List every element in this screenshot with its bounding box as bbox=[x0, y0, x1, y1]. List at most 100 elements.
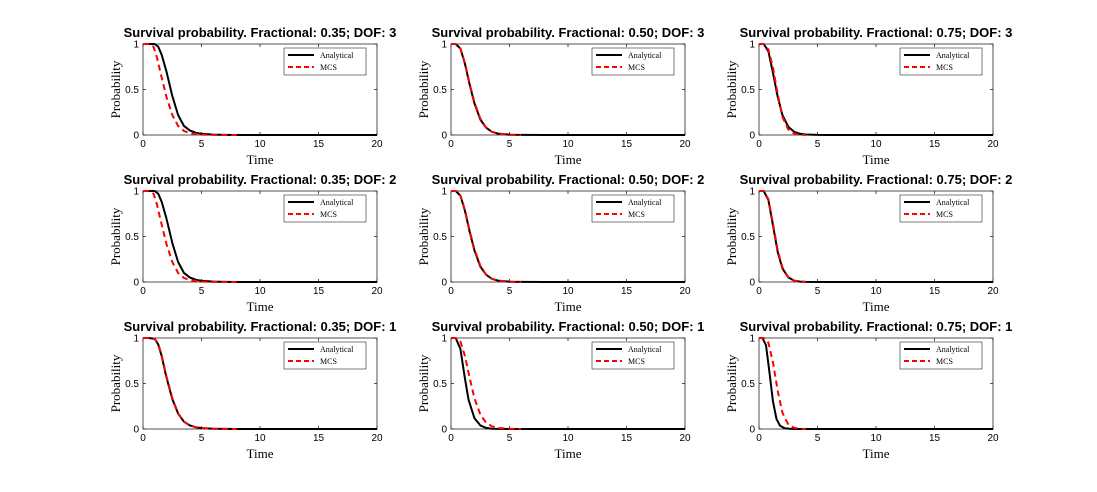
legend-label: MCS bbox=[628, 210, 645, 219]
x-tick-label: 5 bbox=[199, 286, 205, 297]
x-tick-label: 10 bbox=[870, 433, 882, 444]
y-tick-label: 1 bbox=[441, 40, 447, 51]
legend-label: Analytical bbox=[936, 51, 970, 60]
legend-box bbox=[591, 47, 675, 76]
series-line-mcs bbox=[143, 190, 237, 283]
y-axis-label: Probability bbox=[724, 207, 739, 265]
x-tick-label: 20 bbox=[987, 139, 999, 150]
x-axis-label: Time bbox=[863, 299, 890, 314]
y-tick-label: 0.5 bbox=[125, 232, 139, 243]
x-tick-label: 20 bbox=[987, 433, 999, 444]
x-tick-label: 10 bbox=[562, 286, 574, 297]
x-tick-label: 15 bbox=[929, 139, 941, 150]
subplot-9: Survival probability. Fractional: 0.75; … bbox=[724, 319, 1012, 461]
series-line-mcs bbox=[143, 337, 237, 430]
y-tick-label: 1 bbox=[133, 187, 139, 198]
y-tick-label: 0.5 bbox=[433, 232, 447, 243]
legend-label: Analytical bbox=[936, 198, 970, 207]
series-line-mcs bbox=[759, 43, 806, 136]
y-tick-label: 1 bbox=[133, 334, 139, 345]
y-tick-label: 1 bbox=[749, 187, 755, 198]
y-axis-label: Probability bbox=[724, 60, 739, 118]
y-tick-label: 0 bbox=[441, 131, 447, 142]
x-tick-label: 5 bbox=[815, 433, 821, 444]
legend-box bbox=[283, 341, 367, 370]
y-tick-label: 0.5 bbox=[741, 85, 755, 96]
legend-box bbox=[591, 194, 675, 223]
x-tick-label: 5 bbox=[199, 139, 205, 150]
x-tick-label: 5 bbox=[507, 139, 513, 150]
legend-box bbox=[283, 47, 367, 76]
series-line-mcs bbox=[451, 190, 522, 283]
x-tick-label: 20 bbox=[679, 286, 691, 297]
y-tick-label: 1 bbox=[441, 334, 447, 345]
legend-label: Analytical bbox=[628, 198, 662, 207]
x-axis-label: Time bbox=[247, 152, 274, 167]
x-tick-label: 15 bbox=[929, 433, 941, 444]
legend-label: Analytical bbox=[628, 345, 662, 354]
y-tick-label: 0 bbox=[749, 425, 755, 436]
y-tick-label: 0 bbox=[441, 425, 447, 436]
x-tick-label: 5 bbox=[815, 139, 821, 150]
x-tick-label: 15 bbox=[313, 433, 325, 444]
subplot-7: Survival probability. Fractional: 0.35; … bbox=[108, 319, 396, 461]
legend: Analytical MCS bbox=[899, 341, 983, 370]
y-tick-label: 0.5 bbox=[433, 379, 447, 390]
subplot-title: Survival probability. Fractional: 0.35; … bbox=[124, 25, 397, 40]
x-axis-label: Time bbox=[555, 446, 582, 461]
y-tick-label: 1 bbox=[749, 40, 755, 51]
x-tick-label: 10 bbox=[562, 139, 574, 150]
x-tick-label: 0 bbox=[448, 139, 454, 150]
x-tick-label: 15 bbox=[621, 139, 633, 150]
series-line-mcs bbox=[143, 43, 237, 136]
x-axis-label: Time bbox=[247, 299, 274, 314]
legend-box bbox=[899, 341, 983, 370]
y-tick-label: 0.5 bbox=[741, 232, 755, 243]
subplot-8: Survival probability. Fractional: 0.50; … bbox=[416, 319, 704, 461]
x-axis-label: Time bbox=[863, 446, 890, 461]
x-axis-label: Time bbox=[247, 446, 274, 461]
x-tick-label: 10 bbox=[562, 433, 574, 444]
legend-box bbox=[283, 194, 367, 223]
legend: Analytical MCS bbox=[591, 47, 675, 76]
y-tick-label: 0 bbox=[749, 131, 755, 142]
x-tick-label: 0 bbox=[756, 286, 762, 297]
x-tick-label: 5 bbox=[507, 433, 513, 444]
subplot-title: Survival probability. Fractional: 0.50; … bbox=[432, 25, 705, 40]
x-axis-label: Time bbox=[555, 299, 582, 314]
x-tick-label: 10 bbox=[254, 433, 266, 444]
x-tick-label: 20 bbox=[371, 139, 383, 150]
x-tick-label: 0 bbox=[448, 286, 454, 297]
y-tick-label: 0 bbox=[441, 278, 447, 289]
x-tick-label: 15 bbox=[313, 139, 325, 150]
x-tick-label: 15 bbox=[621, 433, 633, 444]
y-tick-label: 0.5 bbox=[125, 85, 139, 96]
x-tick-label: 15 bbox=[929, 286, 941, 297]
y-axis-label: Probability bbox=[108, 207, 123, 265]
x-tick-label: 5 bbox=[507, 286, 513, 297]
subplot-title: Survival probability. Fractional: 0.35; … bbox=[124, 319, 397, 334]
x-tick-label: 10 bbox=[254, 139, 266, 150]
legend: Analytical MCS bbox=[283, 341, 367, 370]
x-tick-label: 20 bbox=[679, 139, 691, 150]
subplot-3: Survival probability. Fractional: 0.75; … bbox=[724, 25, 1012, 167]
legend-label: MCS bbox=[320, 63, 337, 72]
y-axis-label: Probability bbox=[416, 207, 431, 265]
subplot-4: Survival probability. Fractional: 0.35; … bbox=[108, 172, 396, 314]
subplot-title: Survival probability. Fractional: 0.50; … bbox=[432, 319, 705, 334]
x-tick-label: 0 bbox=[140, 433, 146, 444]
x-tick-label: 0 bbox=[140, 286, 146, 297]
x-tick-label: 10 bbox=[254, 286, 266, 297]
y-axis-label: Probability bbox=[724, 354, 739, 412]
legend-label: MCS bbox=[628, 63, 645, 72]
y-tick-label: 1 bbox=[133, 40, 139, 51]
legend-label: MCS bbox=[936, 63, 953, 72]
x-tick-label: 5 bbox=[199, 433, 205, 444]
subplot-title: Survival probability. Fractional: 0.50; … bbox=[432, 172, 705, 187]
y-tick-label: 1 bbox=[441, 187, 447, 198]
subplot-5: Survival probability. Fractional: 0.50; … bbox=[416, 172, 704, 314]
series-line-mcs bbox=[759, 337, 806, 430]
subplot-title: Survival probability. Fractional: 0.75; … bbox=[740, 25, 1013, 40]
series-line-mcs bbox=[451, 337, 522, 430]
